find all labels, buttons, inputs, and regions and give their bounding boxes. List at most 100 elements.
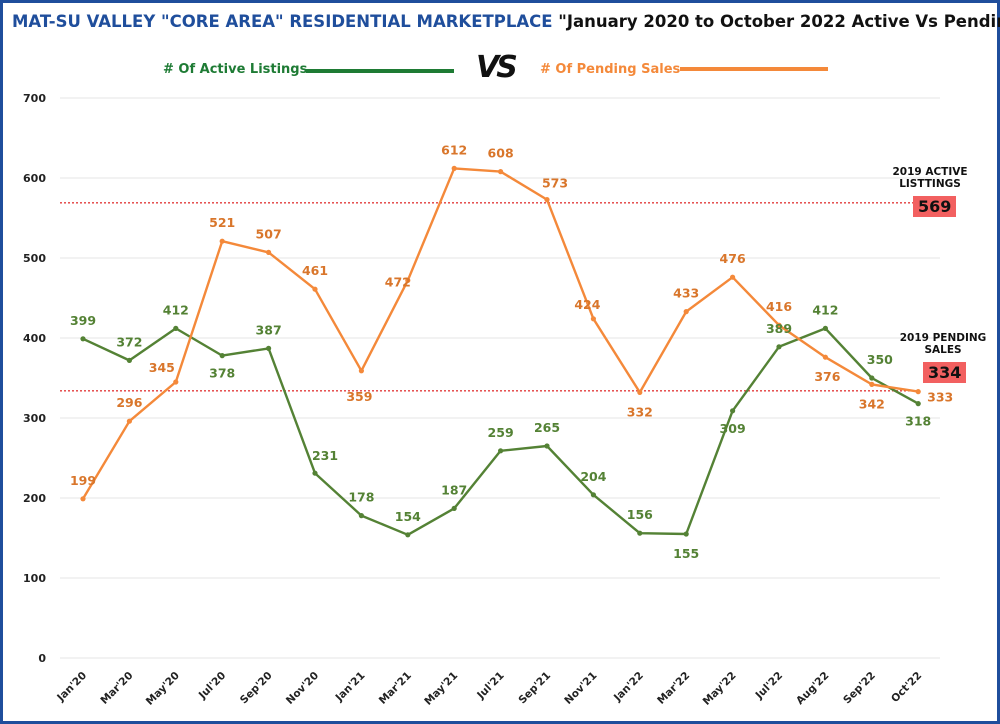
series-pending-point	[637, 389, 643, 395]
series-active-point	[683, 531, 689, 537]
series-pending-point	[219, 238, 225, 244]
legend-active-label: # Of Active Listings	[163, 62, 308, 77]
series-active-point	[498, 448, 504, 454]
x-tick-label: Nov'20	[284, 670, 321, 707]
series-pending-point	[869, 381, 875, 387]
data-label-active: 399	[70, 313, 96, 328]
y-tick-label: 700	[23, 92, 46, 105]
data-label-pending: 521	[209, 215, 235, 230]
data-label-pending: 476	[720, 251, 746, 266]
x-tick-label: Sep'21	[516, 670, 553, 707]
data-label-active: 154	[395, 509, 421, 524]
series-active-point	[266, 345, 272, 351]
data-label-active: 309	[720, 421, 746, 436]
y-tick-label: 300	[23, 412, 46, 425]
ref-pending-label: 2019 PENDING SALES	[893, 332, 993, 356]
x-tick-label: Jan'20	[54, 670, 89, 705]
chart-title: MAT-SU VALLEY "CORE AREA" RESIDENTIAL MA…	[12, 12, 1000, 31]
x-tick-label: May'21	[422, 670, 460, 708]
chart-title-main: MAT-SU VALLEY "CORE AREA" RESIDENTIAL MA…	[12, 12, 553, 31]
series-active-point	[915, 401, 921, 407]
data-label-active: 387	[256, 322, 282, 337]
series-pending-point	[776, 322, 782, 328]
x-tick-label: Jul'20	[196, 670, 228, 702]
ref-pending-value: 334	[923, 362, 967, 383]
data-label-active: 372	[116, 334, 142, 349]
data-label-active: 378	[209, 366, 235, 381]
x-tick-label: Mar'21	[377, 670, 414, 707]
series-pending-point	[498, 169, 504, 175]
x-tick-label: Mar'22	[655, 670, 692, 707]
data-label-pending: 612	[441, 142, 467, 157]
y-tick-label: 0	[38, 652, 46, 665]
x-tick-label: Jul'22	[753, 670, 785, 702]
series-pending-point	[266, 249, 272, 255]
ref-pending-label-line1: 2019 PENDING	[899, 332, 987, 344]
y-tick-label: 600	[23, 172, 46, 185]
data-label-pending: 472	[385, 274, 411, 289]
data-label-active: 265	[534, 420, 560, 435]
data-label-pending: 608	[488, 146, 514, 161]
y-tick-label: 100	[23, 572, 46, 585]
vs-logo: VS	[476, 50, 518, 85]
series-active-point	[822, 325, 829, 331]
series-pending-point	[405, 277, 411, 283]
series-active-point	[869, 375, 875, 381]
series-pending-point	[80, 496, 86, 502]
x-tick-label: Sep'22	[841, 670, 878, 707]
x-tick-label: May'22	[701, 670, 739, 708]
data-label-pending: 199	[70, 473, 96, 488]
series-active-point	[173, 325, 179, 331]
data-label-pending: 573	[542, 176, 568, 191]
series-pending-point	[358, 368, 364, 374]
series-active-point	[126, 357, 132, 363]
legend-active-swatch	[306, 69, 454, 73]
data-label-active: 178	[348, 490, 374, 505]
data-label-active: 156	[627, 507, 653, 522]
y-tick-label: 500	[23, 252, 46, 265]
series-active-point	[451, 505, 457, 511]
ref-active-label-line1: 2019 ACTIVE	[892, 166, 968, 178]
data-label-pending: 296	[116, 395, 142, 410]
data-label-active: 187	[441, 482, 467, 497]
series-active-point	[590, 492, 597, 498]
legend-pending-label: # Of Pending Sales	[540, 62, 681, 77]
x-tick-label: Jan'22	[611, 670, 646, 705]
data-label-active: 259	[488, 425, 514, 440]
legend-pending-swatch	[680, 67, 828, 71]
data-label-pending: 416	[766, 299, 792, 314]
data-label-active: 350	[867, 352, 893, 367]
x-tick-label: Sep'20	[238, 670, 275, 707]
series-pending-point	[173, 379, 179, 385]
data-label-pending: 424	[574, 297, 600, 312]
series-active-point	[312, 470, 318, 476]
data-label-pending: 461	[302, 263, 328, 278]
series-pending-point	[915, 389, 921, 395]
ref-active-label-line2: LISTTINGS	[899, 178, 961, 190]
series-pending-point	[822, 354, 829, 360]
data-label-active: 155	[673, 546, 699, 561]
data-label-active: 412	[163, 302, 189, 317]
series-pending-point	[126, 418, 132, 424]
series-pending-point	[590, 316, 597, 322]
series-active-point	[358, 513, 364, 519]
x-tick-label: Jul'21	[474, 670, 506, 702]
data-label-active: 412	[812, 302, 838, 317]
y-tick-label: 200	[23, 492, 46, 505]
series-pending-point	[312, 286, 318, 292]
x-tick-label: Jan'21	[333, 670, 368, 705]
x-tick-label: Oct'22	[889, 670, 924, 705]
x-tick-label: May'20	[144, 670, 182, 708]
data-label-active: 204	[580, 469, 606, 484]
data-label-pending: 507	[256, 226, 282, 241]
ref-active-value: 569	[913, 196, 957, 217]
data-label-active: 318	[905, 414, 931, 429]
series-active-point	[219, 353, 225, 359]
data-label-pending: 342	[859, 396, 885, 411]
series-active-point	[544, 443, 550, 449]
data-label-pending: 345	[149, 360, 175, 375]
x-tick-label: Aug'22	[794, 670, 831, 707]
series-active-point	[80, 336, 86, 342]
data-label-pending: 332	[627, 404, 653, 419]
data-label-pending: 376	[814, 369, 840, 384]
